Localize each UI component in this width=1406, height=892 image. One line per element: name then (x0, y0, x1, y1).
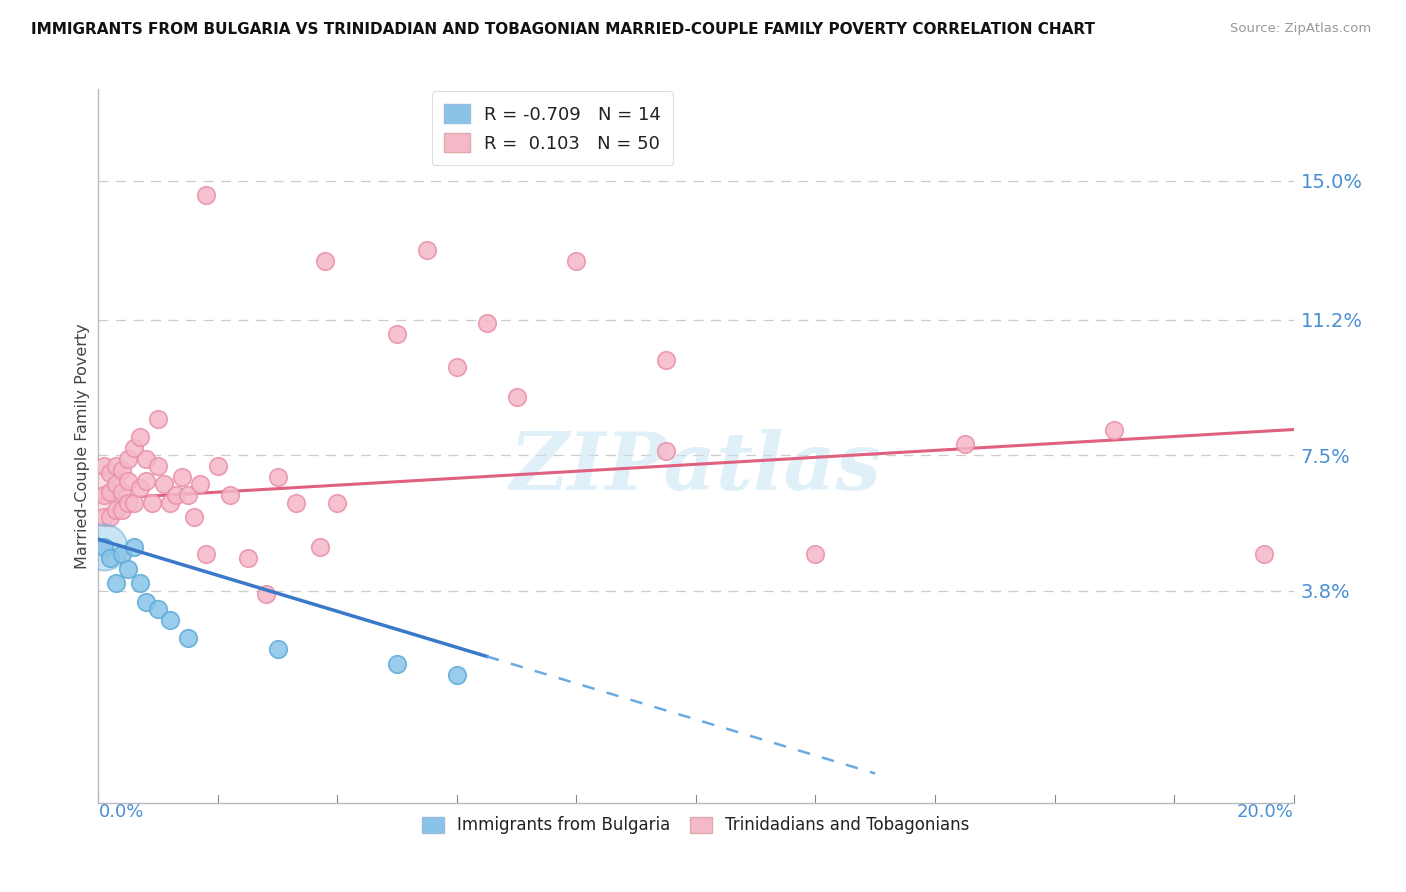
Point (1253, 547, 1275, 561)
Point (177, 631, 200, 645)
Point (111, 503, 134, 517)
Point (98, 484, 122, 499)
Point (385, 327, 409, 342)
Point (267, 642, 290, 657)
Point (105, 503, 128, 517)
Point (953, 437, 976, 451)
Point (153, 477, 176, 491)
Point (236, 550, 259, 565)
Point (141, 496, 163, 510)
Point (129, 576, 152, 591)
Point (195, 547, 218, 561)
Text: Source: ZipAtlas.com: Source: ZipAtlas.com (1230, 22, 1371, 36)
Point (267, 470, 290, 484)
Point (195, 188, 218, 202)
Point (207, 459, 229, 474)
Point (129, 481, 152, 495)
Point (446, 360, 468, 375)
Point (98, 467, 122, 481)
Point (655, 353, 678, 368)
Point (148, 411, 170, 425)
Point (308, 540, 330, 554)
Point (93, 540, 115, 554)
Point (124, 540, 146, 554)
Point (159, 613, 181, 627)
Point (105, 477, 128, 491)
Point (655, 444, 678, 458)
Point (129, 430, 152, 444)
Point (93, 540, 115, 554)
Point (135, 474, 157, 488)
Point (475, 317, 498, 331)
Text: 20.0%: 20.0% (1237, 803, 1294, 821)
Point (135, 594, 157, 608)
Point (172, 470, 194, 484)
Point (117, 561, 139, 575)
Point (165, 488, 187, 502)
Point (93, 510, 115, 524)
Point (93, 484, 115, 499)
Point (284, 496, 307, 510)
Point (326, 496, 349, 510)
Point (177, 488, 200, 502)
Point (111, 484, 134, 499)
Point (188, 477, 211, 491)
Y-axis label: Married-Couple Family Poverty: Married-Couple Family Poverty (75, 323, 90, 569)
Point (93, 488, 115, 502)
Point (117, 451, 139, 466)
Point (254, 587, 277, 601)
Point (804, 547, 827, 561)
Point (93, 459, 115, 474)
Point (135, 451, 157, 466)
Point (315, 254, 337, 268)
Point (148, 602, 170, 616)
Point (98, 550, 122, 565)
Point (506, 390, 529, 404)
Point (105, 576, 128, 591)
Point (111, 463, 134, 477)
Point (565, 254, 588, 268)
Point (1104, 423, 1126, 437)
Point (105, 459, 128, 474)
Point (117, 496, 139, 510)
Point (385, 657, 409, 671)
Point (219, 488, 242, 502)
Text: 0.0%: 0.0% (98, 803, 143, 821)
Point (124, 496, 146, 510)
Point (98, 510, 122, 524)
Point (416, 244, 439, 258)
Point (446, 667, 468, 681)
Point (183, 510, 205, 524)
Text: ZIPatlas: ZIPatlas (510, 429, 882, 506)
Point (124, 441, 146, 455)
Legend: Immigrants from Bulgaria, Trinidadians and Tobagonians: Immigrants from Bulgaria, Trinidadians a… (416, 810, 976, 841)
Point (111, 547, 134, 561)
Text: IMMIGRANTS FROM BULGARIA VS TRINIDADIAN AND TOBAGONIAN MARRIED-COUPLE FAMILY POV: IMMIGRANTS FROM BULGARIA VS TRINIDADIAN … (31, 22, 1095, 37)
Point (148, 459, 170, 474)
Point (159, 496, 181, 510)
Point (117, 474, 139, 488)
